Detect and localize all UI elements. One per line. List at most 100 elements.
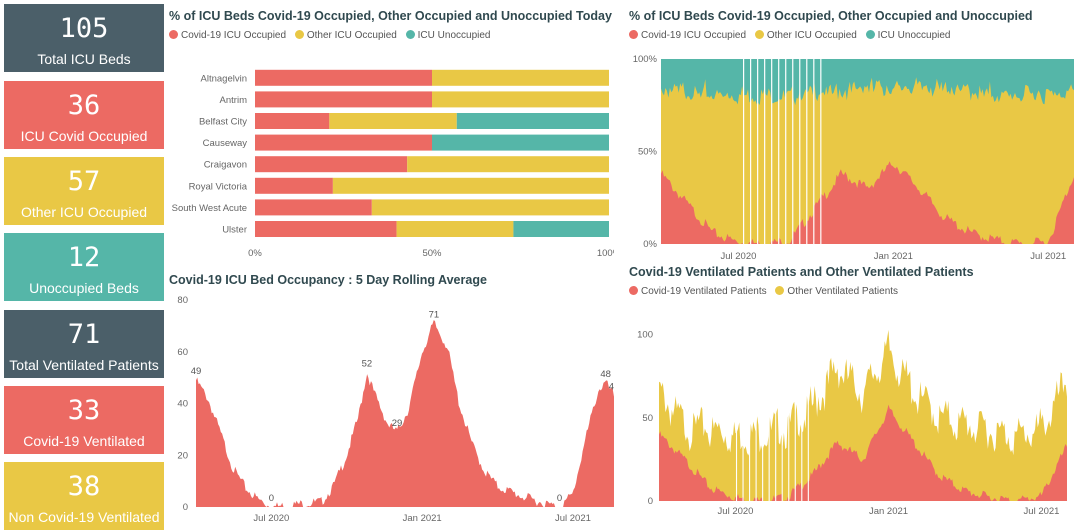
chart-legend: Covid-19 ICU Occupied Other ICU Occupied… (629, 30, 1074, 41)
legend-item[interactable]: Covid-19 ICU Occupied (169, 30, 286, 41)
y-tick-label: 0% (643, 239, 657, 250)
y-tick-label: 0 (648, 496, 653, 507)
legend-covid-dot (169, 30, 178, 39)
area-plot: 0% 50% 100% Jul 2020 Jan 2021 Jul 2021 (633, 54, 1074, 262)
category-label: Royal Victoria (189, 181, 248, 192)
category-label: Craigavon (204, 160, 247, 171)
legend-item[interactable]: Other Ventilated Patients (775, 286, 898, 297)
chart-legend: Covid-19 Ventilated Patients Other Venti… (629, 286, 1074, 297)
card-value: 36 (67, 90, 101, 121)
x-tick-label: 100% (597, 248, 614, 259)
legend-label: Other Ventilated Patients (787, 286, 899, 297)
card-covid-ventilated[interactable]: 33 Covid-19 Ventilated (4, 386, 164, 454)
card-value: 71 (67, 319, 101, 350)
chart-icu-history[interactable]: % of ICU Beds Covid-19 Occupied, Other O… (629, 9, 1074, 264)
y-tick-label: 0 (183, 502, 188, 513)
y-tick-label: 40 (177, 399, 188, 410)
legend-label: ICU Unoccupied (417, 30, 491, 41)
legend-other-dot (775, 286, 785, 295)
data-label: 49 (191, 366, 202, 377)
card-total-icu-beds[interactable]: 105 Total ICU Beds (4, 4, 164, 72)
bar-segment (432, 69, 609, 86)
x-tick-label: 0% (248, 248, 262, 259)
legend-label: Other ICU Occupied (306, 30, 397, 41)
data-label: 43 (609, 382, 614, 393)
area-covid-ventilated (659, 404, 1067, 501)
card-value: 57 (67, 166, 101, 197)
chart-title: % of ICU Beds Covid-19 Occupied, Other O… (169, 9, 612, 23)
card-value: 12 (67, 242, 101, 273)
legend-covid-dot (629, 286, 638, 295)
legend-item[interactable]: Covid-19 Ventilated Patients (629, 286, 767, 297)
legend-label: ICU Unoccupied (877, 30, 951, 41)
chart-rolling-average[interactable]: Covid-19 ICU Bed Occupancy : 5 Day Rolli… (169, 273, 614, 528)
card-value: 105 (59, 13, 109, 44)
legend-label: Covid-19 Ventilated Patients (641, 286, 767, 297)
y-tick-label: 20 (177, 450, 188, 461)
x-tick-label: Jan 2021 (874, 251, 913, 262)
legend-label: Covid-19 ICU Occupied (181, 30, 287, 41)
bar-segment (371, 199, 609, 216)
card-label: Total ICU Beds (37, 51, 131, 67)
bar-plot: Altnagelvin Antrim Belfast City Causeway Cra… (172, 69, 614, 259)
card-label: Other ICU Occupied (20, 204, 148, 220)
category-label: Ulster (222, 225, 247, 236)
card-total-ventilated[interactable]: 71 Total Ventilated Patients (4, 310, 164, 378)
card-label: Unoccupied Beds (29, 280, 139, 296)
y-tick-label: 100 (637, 330, 653, 341)
legend-other-dot (754, 30, 764, 39)
category-label: Altnagelvin (201, 73, 247, 84)
chart-icu-today[interactable]: % of ICU Beds Covid-19 Occupied, Other O… (169, 9, 614, 264)
bar-segment (407, 156, 609, 173)
y-tick-label: 60 (177, 347, 188, 358)
data-label: 48 (600, 369, 611, 380)
card-value: 38 (67, 471, 101, 502)
legend-item[interactable]: Other ICU Occupied (754, 30, 857, 41)
bar-segment (255, 156, 408, 173)
x-tick-label: Jul 2021 (555, 513, 591, 524)
legend-item[interactable]: ICU Unoccupied (865, 30, 951, 41)
bar-segment (255, 91, 432, 108)
area-plot: 0 20 40 60 80 Jul 2020 Jan 2021 Jul 2021 49 0 52 29… (177, 295, 614, 524)
bar-segment (329, 113, 457, 129)
legend-covid-dot (629, 30, 638, 39)
legend-unocc-dot (865, 30, 875, 39)
y-tick-label: 80 (177, 295, 188, 306)
x-tick-label: Jul 2020 (720, 251, 756, 262)
category-label: Causeway (203, 138, 248, 149)
card-label: ICU Covid Occupied (20, 128, 148, 144)
legend-label: Covid-19 ICU Occupied (641, 30, 747, 41)
y-tick-label: 50 (642, 413, 653, 424)
legend-item[interactable]: Covid-19 ICU Occupied (629, 30, 746, 41)
bar-segment (432, 134, 609, 151)
bar-segment (255, 199, 372, 216)
card-non-covid-ventilated[interactable]: 38 Non Covid-19 Ventilated (4, 462, 164, 530)
bar-segment (255, 113, 330, 129)
chart-title: Covid-19 ICU Bed Occupancy : 5 Day Rolli… (169, 273, 487, 287)
area-covid (661, 161, 1074, 244)
card-other-icu-occupied[interactable]: 57 Other ICU Occupied (4, 157, 164, 225)
data-label: 0 (269, 493, 274, 504)
bar-segment (332, 177, 609, 194)
card-label: Non Covid-19 Ventilated (8, 509, 160, 525)
x-tick-label: 50% (422, 248, 442, 259)
legend-item[interactable]: Other ICU Occupied (294, 30, 397, 41)
data-label: 52 (362, 358, 373, 369)
chart-ventilated[interactable]: Covid-19 Ventilated Patients and Other V… (629, 265, 1074, 528)
x-tick-label: Jan 2021 (403, 513, 442, 524)
category-label: South West Acute (172, 203, 247, 214)
area-other-ventilated (659, 329, 1067, 501)
chart-legend: Covid-19 ICU Occupied Other ICU Occupied… (169, 30, 614, 41)
card-label: Covid-19 Ventilated (23, 433, 145, 449)
data-label: 0 (557, 493, 562, 504)
bar-segment (513, 221, 609, 237)
y-tick-label: 50% (638, 147, 658, 158)
card-label: Total Ventilated Patients (9, 357, 159, 373)
card-value: 33 (67, 395, 101, 426)
legend-item[interactable]: ICU Unoccupied (405, 30, 491, 41)
card-unoccupied-beds[interactable]: 12 Unoccupied Beds (4, 233, 164, 301)
card-icu-covid-occupied[interactable]: 36 ICU Covid Occupied (4, 81, 164, 149)
x-tick-label: Jul 2021 (1024, 506, 1060, 517)
bar-segment (255, 134, 432, 151)
area-plot: 0 50 100 Jul 2020 Jan 2021 Jul 2021 (637, 329, 1067, 517)
